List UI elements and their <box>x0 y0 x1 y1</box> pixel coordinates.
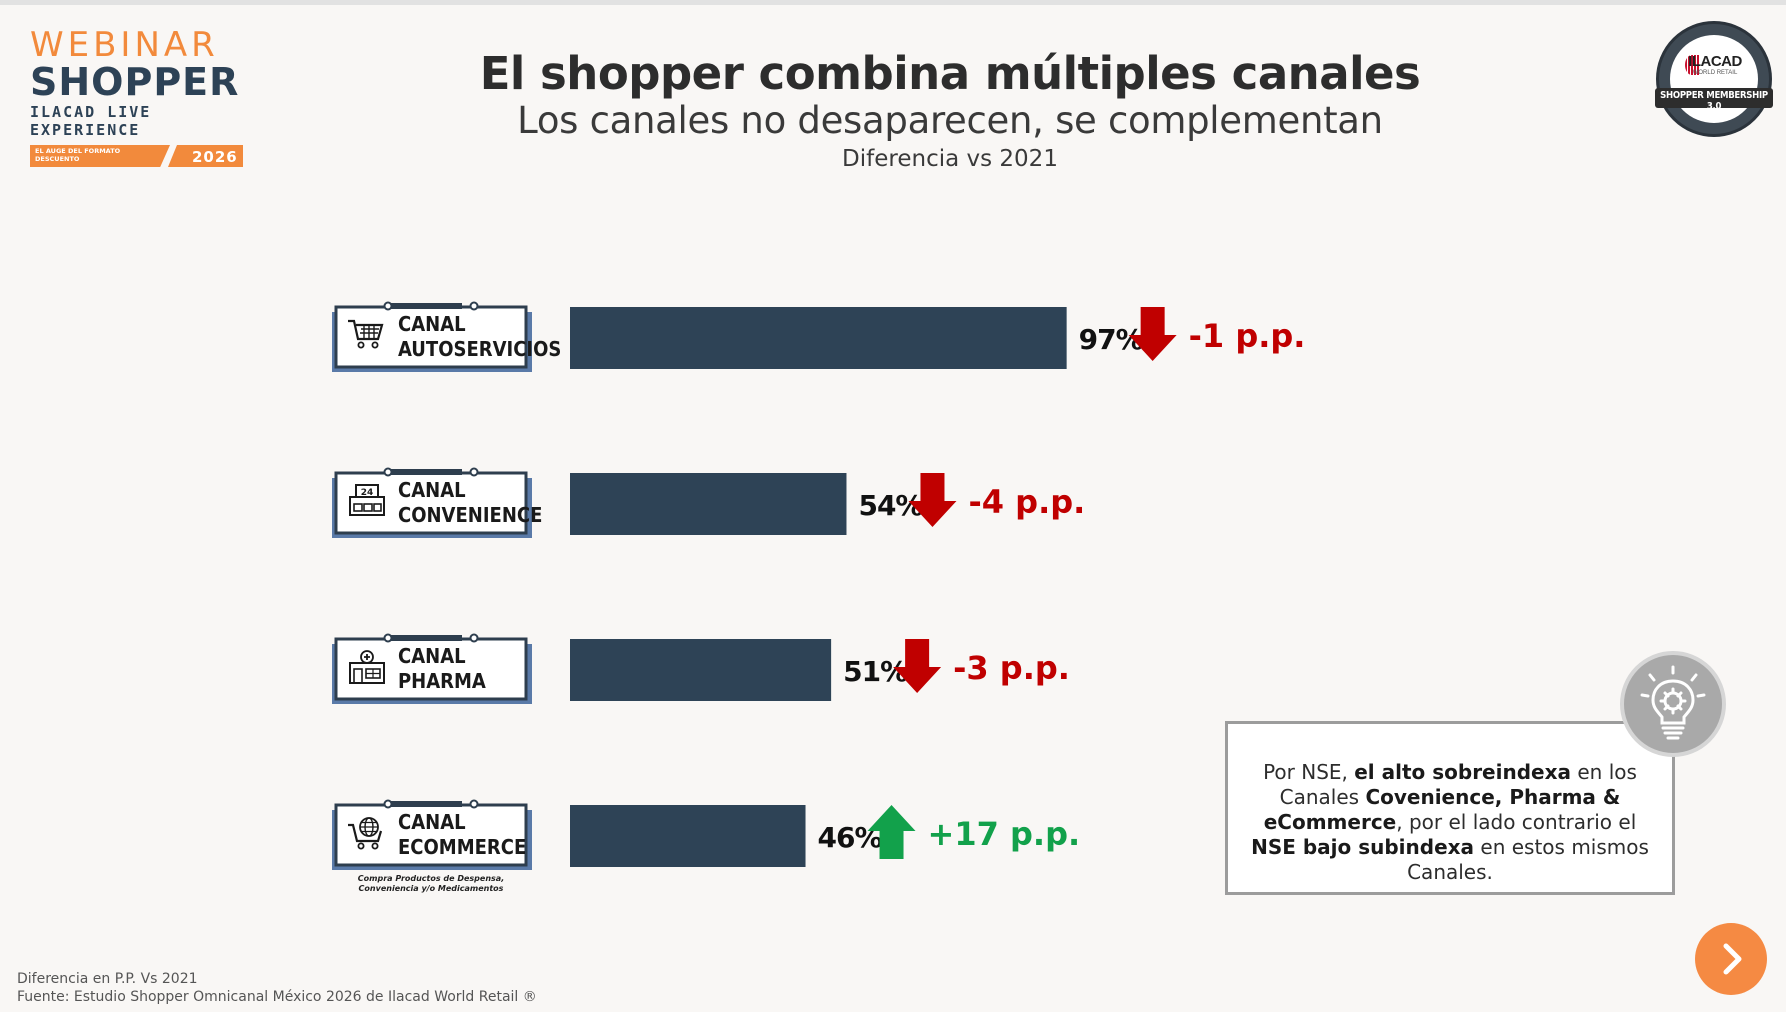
pharmacy-icon <box>349 650 385 684</box>
ecommerce-cart-globe-icon <box>348 817 383 850</box>
convenience-store-24-icon: 24 <box>349 484 385 516</box>
svg-text:24: 24 <box>361 488 374 498</box>
badge-brand: ILACAD <box>1688 53 1742 70</box>
badge-ribbon: SHOPPER MEMBERSHIP 3.0 <box>1660 90 1768 112</box>
change-label: -4 p.p. <box>968 483 1085 521</box>
next-slide-button[interactable] <box>1695 923 1767 995</box>
bar <box>570 639 832 701</box>
change-label: -1 p.p. <box>1189 317 1306 355</box>
webinar-shopper-logo: WEBINAR SHOPPER ILACAD LIVE EXPERIENCE E… <box>30 27 245 167</box>
channel-label-line: CANAL <box>398 478 466 502</box>
logo-line-experience: ILACAD LIVE EXPERIENCE <box>30 103 152 139</box>
change-label: -3 p.p. <box>953 649 1070 687</box>
channel-note: Conveniencia y/o Medicamentos <box>359 884 504 893</box>
logo-line-shopper: SHOPPER <box>30 60 240 104</box>
change-label: +17 p.p. <box>928 815 1081 853</box>
channel-note: Compra Productos de Despensa, <box>358 874 504 883</box>
footer-source: Fuente: Estudio Shopper Omnicanal México… <box>17 989 537 1005</box>
callout-text: Por NSE, el alto sobreindexa en los Cana… <box>1251 760 1649 884</box>
insight-callout: Por NSE, el alto sobreindexa en los Cana… <box>1225 721 1675 895</box>
channel-label-line: CANAL <box>398 810 466 834</box>
arrow-up-icon <box>867 805 916 859</box>
page-subtitle: Los canales no desaparecen, se complemen… <box>517 99 1383 142</box>
logo-band-text: EL AUGE DEL FORMATO DESCUENTO <box>35 147 121 163</box>
logo-year: 2026 <box>192 148 238 166</box>
arrow-down-icon <box>908 473 957 527</box>
arrow-down-icon <box>893 639 942 693</box>
channel-label-line: CANAL <box>398 312 466 336</box>
lightbulb-icon <box>1620 651 1726 757</box>
channel-label-line: CONVENIENCE <box>398 503 542 527</box>
page-title: El shopper combina múltiples canales <box>479 47 1421 100</box>
chevron-right-icon <box>1723 943 1742 975</box>
logo-band: EL AUGE DEL FORMATO DESCUENTO 2026 <box>30 145 243 167</box>
channel-label-line: AUTOSERVICIOS <box>398 337 561 361</box>
bar <box>570 307 1067 369</box>
ilacad-membership-badge: ILACAD WORLD RETAIL SHOPPER MEMBERSHIP 3… <box>1655 21 1773 137</box>
arrow-down-icon <box>1128 307 1177 361</box>
shopping-cart-icon <box>348 319 384 349</box>
logo-line-webinar: WEBINAR <box>30 25 219 65</box>
channel-label-line: ECOMMERCE <box>398 835 526 859</box>
badge-sub: WORLD RETAIL <box>1692 70 1738 76</box>
page-subsubtitle: Diferencia vs 2021 <box>842 146 1058 172</box>
channel-label-line: CANAL <box>398 644 466 668</box>
footer-note: Diferencia en P.P. Vs 2021 <box>17 971 198 987</box>
bar <box>570 473 847 535</box>
bar <box>570 805 806 867</box>
ilacad-logo-mark-icon <box>1685 55 1699 75</box>
channel-label-line: PHARMA <box>398 669 486 693</box>
